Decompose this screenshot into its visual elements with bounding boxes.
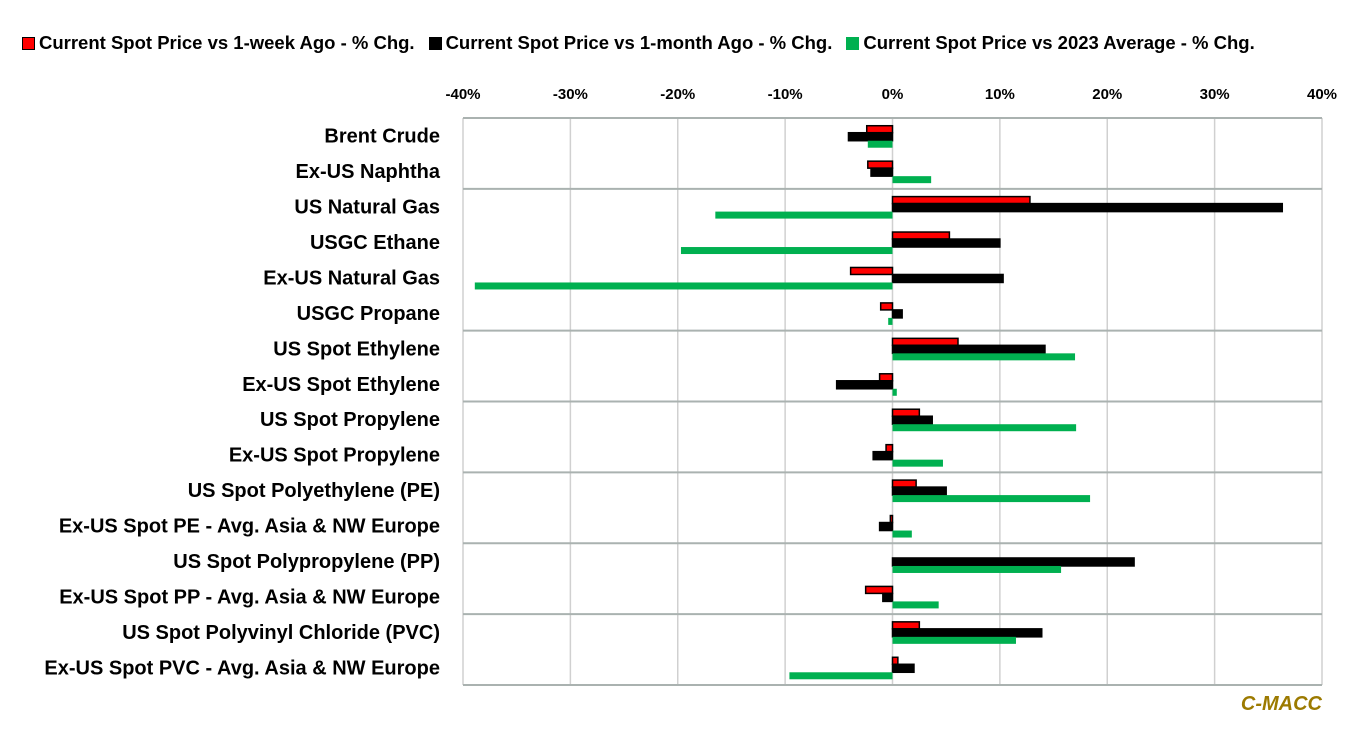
- category-label: Ex-US Spot PP - Avg. Asia & NW Europe: [59, 586, 440, 608]
- legend-item-2023-avg: Current Spot Price vs 2023 Average - % C…: [846, 32, 1255, 54]
- category-label: USGC Propane: [297, 303, 440, 325]
- category-label: US Spot Propylene: [260, 409, 440, 431]
- legend: Current Spot Price vs 1-week Ago - % Chg…: [22, 32, 1255, 54]
- category-label: US Spot Polypropylene (PP): [173, 551, 440, 573]
- category-label: Ex-US Spot Ethylene: [242, 374, 440, 396]
- legend-label: Current Spot Price vs 1-month Ago - % Ch…: [445, 32, 833, 53]
- x-tick-label: 40%: [1307, 86, 1337, 103]
- legend-swatch-red: [22, 36, 35, 50]
- bar-2023-avg: [892, 636, 1016, 644]
- bar-2023-avg: [892, 176, 932, 184]
- bar-1-month: [891, 628, 1043, 638]
- bar-2023-avg: [892, 388, 897, 396]
- bar-1-week: [891, 195, 1031, 205]
- bar-1-month: [870, 167, 894, 177]
- legend-item-1-week: Current Spot Price vs 1-week Ago - % Chg…: [22, 32, 415, 54]
- bar-1-month: [891, 486, 947, 496]
- bar-1-week: [891, 337, 959, 347]
- category-label: USGC Ethane: [310, 232, 440, 254]
- bar-2023-avg: [892, 565, 1062, 573]
- x-tick-label: -20%: [660, 86, 695, 103]
- category-label: Ex-US Natural Gas: [263, 267, 440, 289]
- bar-1-week: [889, 514, 894, 524]
- legend-label: Current Spot Price vs 2023 Average - % C…: [863, 32, 1255, 53]
- x-tick-label: -30%: [553, 86, 588, 103]
- bar-1-week: [867, 160, 894, 169]
- bar-1-month: [891, 273, 1004, 284]
- bar-1-month: [891, 309, 903, 319]
- bar-1-week: [891, 231, 951, 240]
- bar-2023-avg: [789, 672, 893, 680]
- bar-1-week: [891, 621, 921, 630]
- bar-1-month: [847, 131, 894, 142]
- bar-1-month: [891, 415, 933, 425]
- bar-2023-avg: [892, 424, 1077, 432]
- bar-1-week: [891, 656, 899, 666]
- category-label: Ex-US Spot PE - Avg. Asia & NW Europe: [59, 516, 440, 538]
- bar-1-month: [835, 380, 894, 390]
- bar-1-month: [872, 450, 894, 461]
- x-tick-label: -40%: [445, 86, 480, 103]
- bar-1-week: [879, 302, 894, 311]
- legend-label: Current Spot Price vs 1-week Ago - % Chg…: [39, 32, 415, 53]
- category-label: US Spot Polyethylene (PE): [188, 480, 440, 502]
- category-label: Brent Crude: [324, 126, 440, 148]
- bar-1-week: [864, 585, 894, 595]
- bar-2023-avg: [892, 353, 1076, 361]
- bar-2023-avg: [892, 601, 939, 609]
- category-label: US Spot Ethylene: [273, 338, 440, 360]
- category-label: Ex-US Naphtha: [296, 161, 441, 183]
- x-tick-label: -10%: [768, 86, 803, 103]
- bar-2023-avg: [680, 247, 893, 255]
- bar-2023-avg: [892, 530, 912, 538]
- bar-1-month: [882, 592, 894, 603]
- bar-2023-avg: [715, 211, 893, 219]
- bar-1-week: [878, 373, 894, 382]
- category-label: US Spot Polyvinyl Chloride (PVC): [122, 622, 440, 644]
- bar-2023-avg: [867, 140, 893, 148]
- brand-watermark: C-MACC: [1240, 693, 1322, 715]
- bar-2023-avg: [892, 459, 943, 467]
- bar-1-month: [891, 344, 1046, 355]
- bar-1-week: [865, 124, 894, 134]
- bar-2023-avg: [888, 317, 893, 325]
- bar-1-month: [878, 521, 894, 532]
- category-label: Ex-US Spot Propylene: [229, 445, 440, 467]
- bar-1-month: [891, 663, 915, 674]
- bar-1-month: [891, 557, 1135, 567]
- category-label: Ex-US Spot PVC - Avg. Asia & NW Europe: [44, 657, 440, 679]
- x-tick-label: 30%: [1200, 86, 1230, 103]
- legend-swatch-green: [846, 36, 860, 50]
- bar-1-week: [891, 408, 921, 417]
- bar-1-month: [891, 238, 1001, 248]
- legend-item-1-month: Current Spot Price vs 1-month Ago - % Ch…: [428, 32, 833, 54]
- bar-1-month: [891, 202, 1284, 213]
- bar-1-week: [885, 443, 894, 453]
- x-tick-label: 0%: [882, 86, 904, 103]
- x-tick-label: 10%: [985, 86, 1015, 103]
- bar-2023-avg: [892, 495, 1091, 503]
- bar-1-week: [849, 266, 894, 276]
- x-tick-label: 20%: [1092, 86, 1122, 103]
- bar-2023-avg: [474, 282, 893, 290]
- category-label: US Natural Gas: [294, 197, 440, 219]
- legend-swatch-black: [428, 36, 442, 50]
- bar-1-week: [891, 479, 917, 488]
